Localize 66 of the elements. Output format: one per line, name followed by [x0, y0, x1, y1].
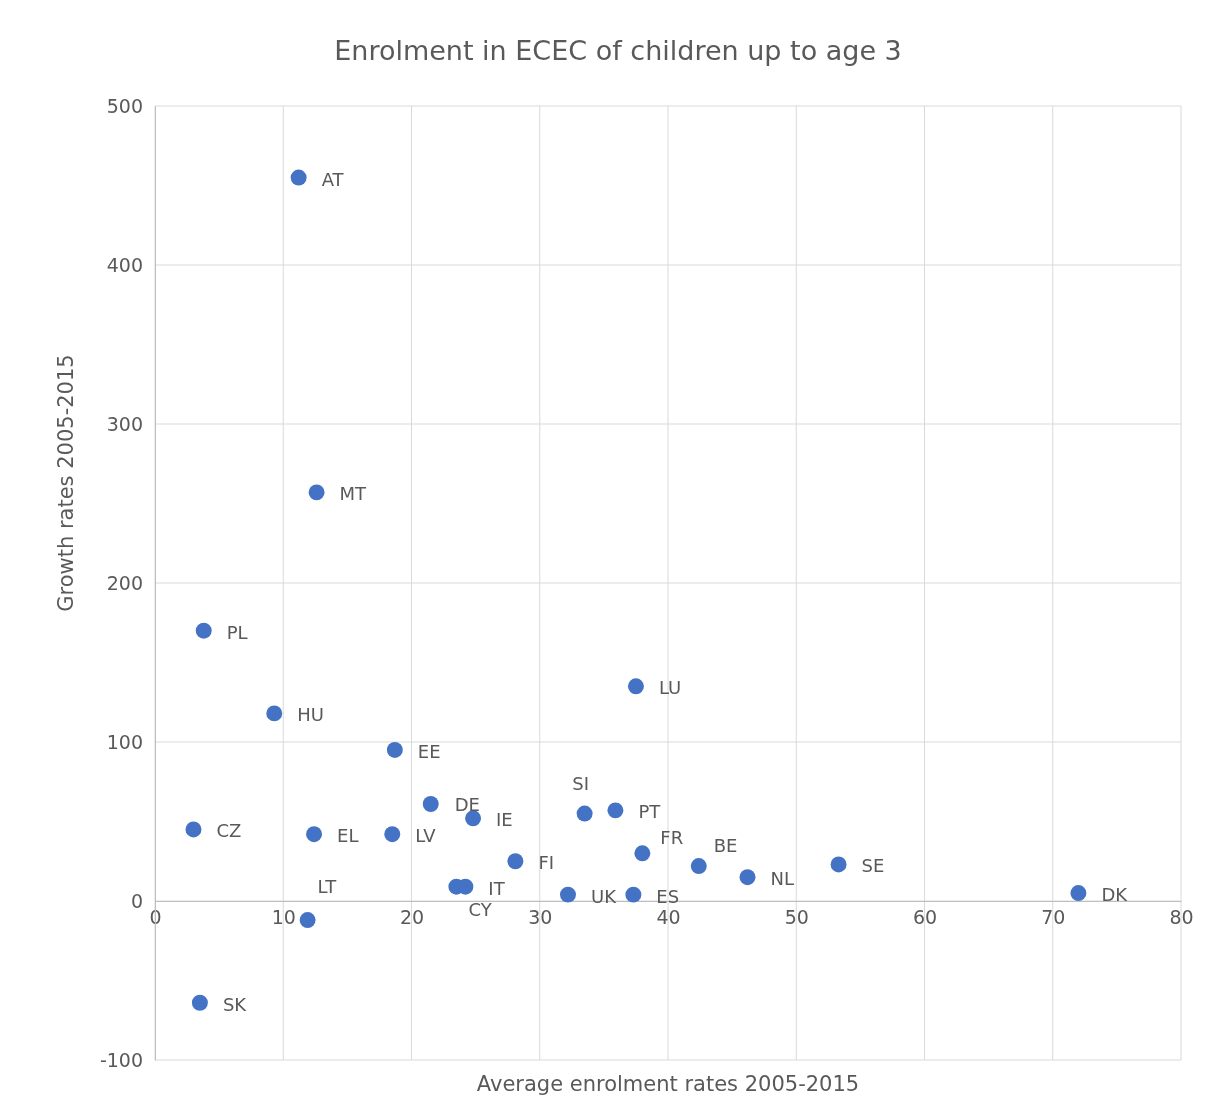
point: [290, 169, 307, 186]
y-tick-label: 100: [106, 730, 143, 753]
annotation: CY: [468, 898, 493, 920]
x-tick-label: 70: [1041, 906, 1066, 929]
point: [185, 821, 202, 838]
x-tick-label: 10: [271, 906, 296, 929]
point: [559, 886, 576, 903]
chart-title: Enrolment in ECEC of children up to age 3: [334, 35, 902, 66]
point: [191, 994, 208, 1011]
point: [422, 796, 439, 812]
point: [465, 810, 482, 827]
annotation: LV: [415, 825, 437, 847]
y-tick-label: 400: [106, 253, 143, 276]
y-tick-label: 200: [106, 571, 143, 594]
annotation: SE: [861, 855, 885, 877]
y-tick-label: 500: [106, 94, 143, 117]
point: [195, 622, 212, 639]
point: [384, 826, 401, 843]
y-tick-label: 0: [130, 889, 143, 912]
annotation: CZ: [216, 820, 242, 842]
annotation: BE: [713, 835, 738, 857]
annotation: LT: [317, 876, 338, 898]
annotation: DK: [1101, 884, 1129, 906]
x-tick-label: 80: [1169, 906, 1194, 929]
annotation: IE: [496, 809, 513, 831]
x-tick-label: 30: [528, 906, 553, 929]
x-axis-title: Average enrolment rates 2005-2015: [476, 1072, 860, 1096]
point: [299, 912, 316, 929]
annotation: IT: [488, 877, 506, 899]
annotation: SI: [572, 772, 589, 794]
annotation: FR: [660, 827, 684, 849]
x-tick-label: 20: [399, 906, 425, 929]
annotation: FI: [538, 852, 555, 874]
point: [625, 886, 642, 903]
annotation: LU: [658, 677, 682, 699]
point: [266, 705, 283, 722]
point: [576, 805, 593, 822]
point: [830, 856, 847, 873]
point: [507, 853, 524, 870]
annotation: ES: [656, 885, 680, 907]
point: [739, 869, 756, 886]
point: [308, 484, 325, 501]
point: [627, 678, 644, 695]
point: [386, 741, 403, 758]
point: [634, 845, 651, 862]
annotation: AT: [321, 168, 345, 190]
annotation: HU: [297, 704, 324, 726]
annotation: PL: [226, 621, 248, 643]
annotation: SK: [222, 993, 248, 1015]
point: [1070, 885, 1087, 902]
annotation: UK: [590, 885, 618, 907]
x-tick-label: 60: [912, 906, 938, 929]
point: [306, 826, 323, 843]
annotation: DE: [454, 794, 480, 816]
point: [690, 858, 707, 874]
annotation: NL: [770, 868, 795, 890]
x-tick-label: 50: [784, 906, 809, 929]
x-tick-label: 40: [656, 906, 681, 929]
y-tick-label: 300: [106, 412, 143, 435]
point: [607, 802, 624, 819]
annotation: EL: [337, 825, 359, 847]
y-axis-title: Growth rates 2005-2015: [54, 354, 78, 612]
annotation: EE: [417, 740, 441, 762]
y-tick-label: -100: [99, 1048, 143, 1071]
annotation: PT: [638, 801, 662, 823]
annotation: MT: [339, 483, 368, 505]
